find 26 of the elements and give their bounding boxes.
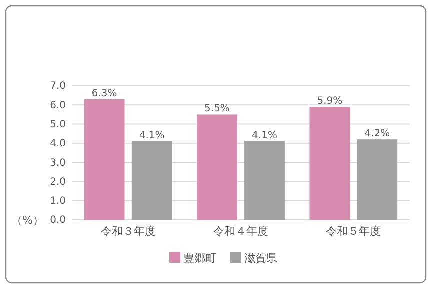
x-tick-label: 令和５年度 — [326, 224, 382, 238]
y-tick-label: 1.0 — [50, 196, 66, 208]
data-label: 6.3% — [92, 88, 118, 100]
legend-label: 滋賀県 — [244, 252, 278, 265]
data-label: 4.2% — [364, 128, 390, 140]
bar — [197, 114, 238, 220]
bar — [244, 142, 285, 220]
y-tick-label: 5.0 — [50, 119, 66, 130]
y-tick-label: 3.0 — [50, 158, 66, 169]
data-label: 4.1% — [139, 130, 165, 142]
legend-label: 豊郷町 — [184, 252, 216, 265]
data-label: 5.9% — [317, 96, 343, 108]
data-label: 5.5% — [204, 104, 230, 115]
x-tick-label: 令和４年度 — [214, 224, 268, 238]
bar — [132, 142, 172, 220]
y-tick-label: 2.0 — [50, 176, 66, 188]
data-label: 4.1% — [252, 130, 278, 142]
y-axis-title: （%） — [12, 214, 44, 227]
bar — [357, 140, 398, 220]
bar — [84, 99, 125, 220]
y-tick-label: 0.0 — [50, 215, 66, 226]
x-tick-label: 令和３年度 — [100, 224, 156, 238]
y-tick-label: 7.0 — [50, 81, 66, 92]
bar — [310, 107, 350, 220]
y-tick-label: 6.0 — [50, 100, 66, 112]
y-tick-label: 4.0 — [50, 138, 66, 150]
